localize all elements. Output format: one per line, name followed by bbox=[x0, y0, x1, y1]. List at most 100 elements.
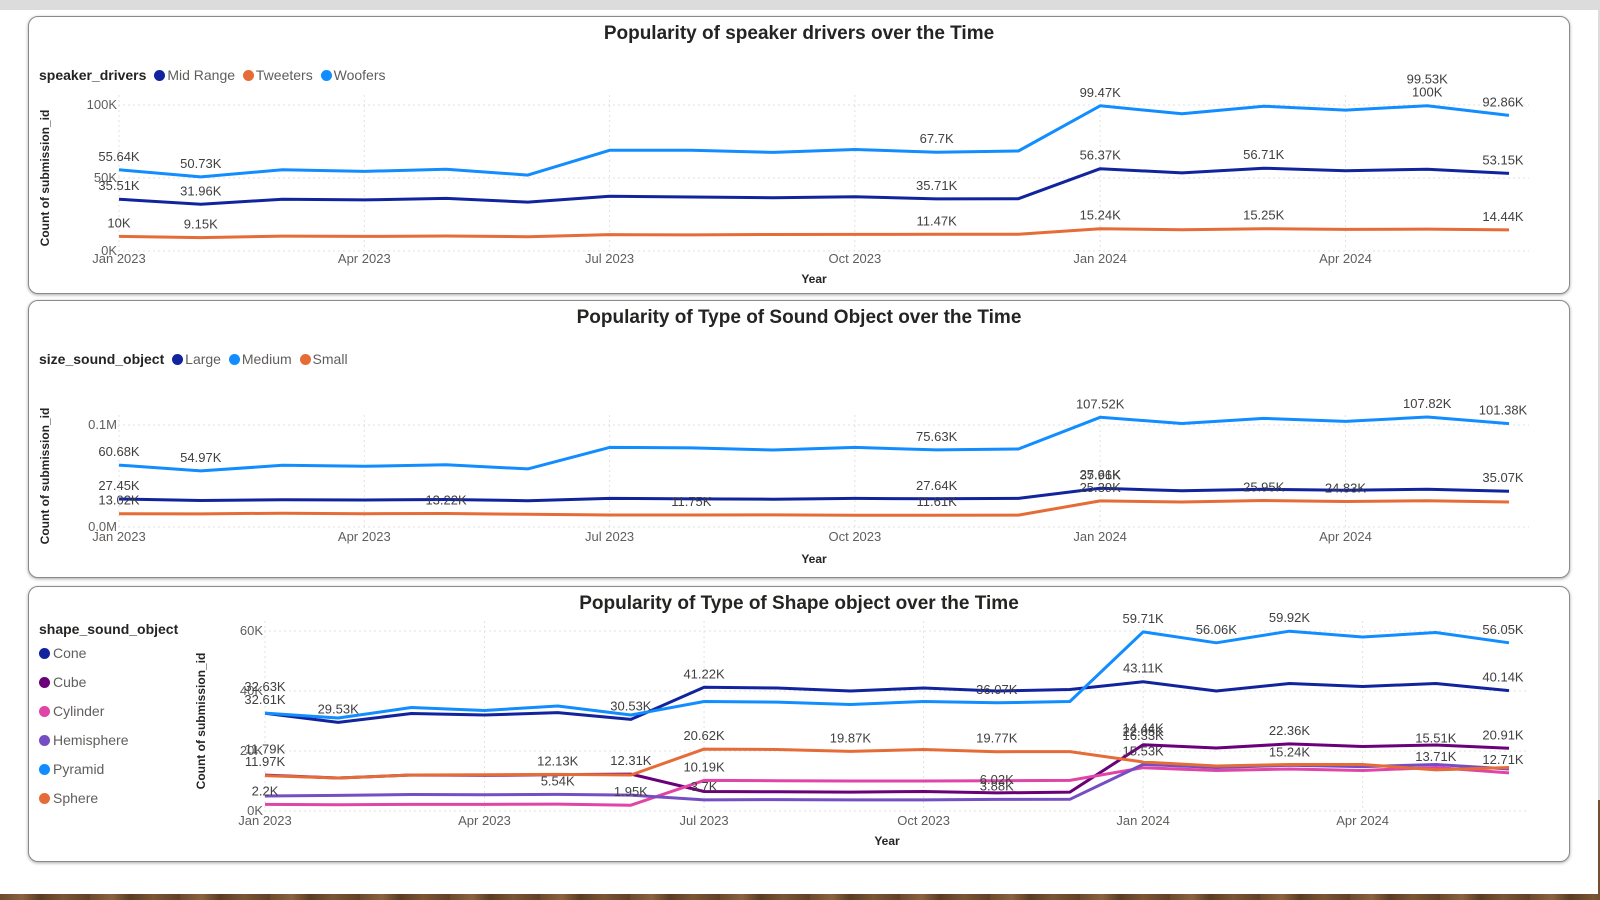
data-point[interactable] bbox=[852, 445, 857, 450]
data-point[interactable] bbox=[1507, 171, 1512, 176]
data-point[interactable] bbox=[771, 447, 776, 452]
data-point[interactable] bbox=[117, 197, 122, 202]
series-line-sphere[interactable] bbox=[264, 747, 1510, 780]
data-point[interactable] bbox=[852, 147, 857, 152]
data-point[interactable] bbox=[1360, 744, 1365, 749]
data-point[interactable] bbox=[934, 232, 939, 237]
data-point[interactable] bbox=[263, 773, 268, 778]
data-point[interactable] bbox=[1343, 108, 1348, 113]
data-point[interactable] bbox=[994, 700, 999, 705]
legend-item-cone[interactable]: Cone bbox=[39, 645, 178, 674]
data-point[interactable] bbox=[198, 235, 203, 240]
data-point[interactable] bbox=[280, 167, 285, 172]
data-point[interactable] bbox=[934, 513, 939, 518]
series-line-large[interactable] bbox=[118, 486, 1510, 503]
series-line-medium[interactable] bbox=[118, 415, 1510, 473]
data-point[interactable] bbox=[848, 779, 853, 784]
data-point[interactable] bbox=[555, 792, 560, 797]
data-point[interactable] bbox=[444, 462, 449, 467]
data-point[interactable] bbox=[702, 747, 707, 752]
data-point[interactable] bbox=[1141, 760, 1146, 765]
data-point[interactable] bbox=[1360, 762, 1365, 767]
data-point[interactable] bbox=[1214, 640, 1219, 645]
data-point[interactable] bbox=[1360, 684, 1365, 689]
sound-object-size-chart-panel[interactable]: Popularity of Type of Sound Object over … bbox=[28, 300, 1570, 578]
data-point[interactable] bbox=[848, 689, 853, 694]
data-point[interactable] bbox=[1016, 513, 1021, 518]
data-point[interactable] bbox=[1179, 111, 1184, 116]
data-point[interactable] bbox=[1507, 113, 1512, 118]
data-point[interactable] bbox=[852, 194, 857, 199]
data-point[interactable] bbox=[198, 498, 203, 503]
data-point[interactable] bbox=[525, 512, 530, 517]
series-line-woofers[interactable] bbox=[118, 104, 1510, 179]
data-point[interactable] bbox=[336, 776, 341, 781]
data-point[interactable] bbox=[921, 686, 926, 691]
data-point[interactable] bbox=[689, 445, 694, 450]
data-point[interactable] bbox=[1507, 227, 1512, 232]
series-line-mid-range[interactable] bbox=[118, 166, 1510, 206]
data-point[interactable] bbox=[280, 234, 285, 239]
data-point[interactable] bbox=[1287, 629, 1292, 634]
data-point[interactable] bbox=[117, 511, 122, 516]
data-point[interactable] bbox=[1425, 487, 1430, 492]
legend-item-large[interactable]: Large bbox=[172, 351, 221, 367]
data-point[interactable] bbox=[1067, 797, 1072, 802]
data-point[interactable] bbox=[1425, 415, 1430, 420]
data-point[interactable] bbox=[607, 512, 612, 517]
data-point[interactable] bbox=[771, 497, 776, 502]
data-point[interactable] bbox=[771, 195, 776, 200]
data-point[interactable] bbox=[444, 196, 449, 201]
data-point[interactable] bbox=[117, 167, 122, 172]
data-point[interactable] bbox=[1425, 498, 1430, 503]
data-point[interactable] bbox=[689, 232, 694, 237]
data-point[interactable] bbox=[525, 200, 530, 205]
data-point[interactable] bbox=[1507, 640, 1512, 645]
data-point[interactable] bbox=[1067, 699, 1072, 704]
data-point[interactable] bbox=[362, 497, 367, 502]
data-point[interactable] bbox=[921, 797, 926, 802]
data-point[interactable] bbox=[1507, 421, 1512, 426]
data-point[interactable] bbox=[775, 686, 780, 691]
series-line-cone[interactable] bbox=[264, 680, 1510, 724]
data-point[interactable] bbox=[555, 802, 560, 807]
data-point[interactable] bbox=[1425, 103, 1430, 108]
data-point[interactable] bbox=[117, 234, 122, 239]
data-point[interactable] bbox=[934, 447, 939, 452]
data-point[interactable] bbox=[336, 802, 341, 807]
data-point[interactable] bbox=[607, 232, 612, 237]
data-point[interactable] bbox=[607, 496, 612, 501]
data-point[interactable] bbox=[628, 717, 633, 722]
data-point[interactable] bbox=[1016, 148, 1021, 153]
series-line-tweeters[interactable] bbox=[118, 227, 1510, 240]
data-point[interactable] bbox=[409, 792, 414, 797]
legend-item-sphere[interactable]: Sphere bbox=[39, 790, 178, 819]
data-point[interactable] bbox=[848, 790, 853, 795]
data-point[interactable] bbox=[280, 497, 285, 502]
data-point[interactable] bbox=[1179, 500, 1184, 505]
data-point[interactable] bbox=[1067, 790, 1072, 795]
speaker-drivers-chart-panel[interactable]: Popularity of speaker drivers over the T… bbox=[28, 16, 1570, 294]
data-point[interactable] bbox=[852, 513, 857, 518]
data-point[interactable] bbox=[263, 802, 268, 807]
data-point[interactable] bbox=[1067, 749, 1072, 754]
data-point[interactable] bbox=[1343, 168, 1348, 173]
legend-item-medium[interactable]: Medium bbox=[228, 351, 292, 367]
data-point[interactable] bbox=[362, 197, 367, 202]
data-point[interactable] bbox=[628, 773, 633, 778]
data-point[interactable] bbox=[1067, 778, 1072, 783]
series-line-pyramid[interactable] bbox=[264, 629, 1510, 720]
data-point[interactable] bbox=[444, 233, 449, 238]
data-point[interactable] bbox=[607, 148, 612, 153]
data-point[interactable] bbox=[1507, 500, 1512, 505]
data-point[interactable] bbox=[1360, 635, 1365, 640]
series-line-cylinder[interactable] bbox=[264, 766, 1510, 807]
data-point[interactable] bbox=[689, 513, 694, 518]
data-point[interactable] bbox=[775, 747, 780, 752]
data-point[interactable] bbox=[934, 196, 939, 201]
data-point[interactable] bbox=[1016, 232, 1021, 237]
legend-item-hemisphere[interactable]: Hemisphere bbox=[39, 732, 178, 761]
data-point[interactable] bbox=[1507, 688, 1512, 693]
data-point[interactable] bbox=[1098, 103, 1103, 108]
data-point[interactable] bbox=[775, 797, 780, 802]
